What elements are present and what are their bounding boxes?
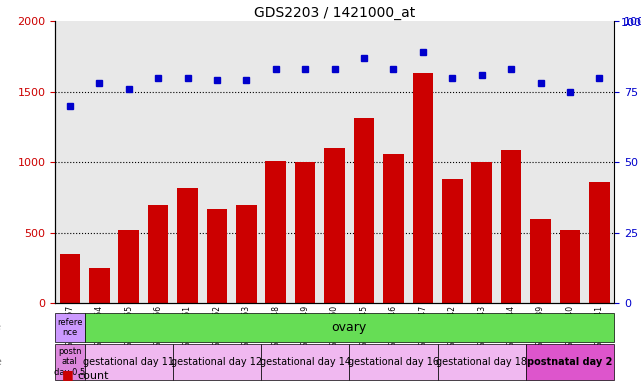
Bar <box>442 179 463 303</box>
Bar <box>560 230 580 303</box>
Text: age: age <box>0 357 2 367</box>
Bar <box>173 344 261 380</box>
Text: ■: ■ <box>62 368 73 381</box>
Bar <box>438 344 526 380</box>
Bar <box>265 161 286 303</box>
Bar <box>85 344 173 380</box>
Bar <box>530 219 551 303</box>
Bar <box>413 73 433 303</box>
Bar <box>471 162 492 303</box>
Bar <box>55 344 85 380</box>
Bar <box>261 344 349 380</box>
Bar <box>526 344 614 380</box>
Bar <box>501 149 521 303</box>
Bar <box>177 188 198 303</box>
Bar <box>383 154 404 303</box>
Text: gestational day 12: gestational day 12 <box>171 357 263 367</box>
Bar <box>119 230 139 303</box>
Bar <box>349 344 438 380</box>
Bar <box>206 209 227 303</box>
Text: gestational day 14: gestational day 14 <box>260 357 351 367</box>
Text: gestational day 16: gestational day 16 <box>348 357 439 367</box>
Text: ovary: ovary <box>331 321 367 334</box>
Bar <box>148 205 169 303</box>
Text: ■: ■ <box>62 381 73 384</box>
Bar <box>324 148 345 303</box>
Text: count: count <box>78 371 109 381</box>
Text: postn
atal
day 0.5: postn atal day 0.5 <box>54 347 85 377</box>
Text: gestational day 18: gestational day 18 <box>436 357 527 367</box>
Bar <box>354 119 374 303</box>
Bar <box>60 254 80 303</box>
Bar <box>89 268 110 303</box>
Text: tissue: tissue <box>0 322 2 333</box>
Bar <box>295 162 315 303</box>
Title: GDS2203 / 1421000_at: GDS2203 / 1421000_at <box>254 6 415 20</box>
Text: gestational day 11: gestational day 11 <box>83 357 174 367</box>
Y-axis label: 100%: 100% <box>620 18 641 28</box>
Bar <box>55 313 85 342</box>
Bar <box>236 205 256 303</box>
Text: refere
nce: refere nce <box>57 318 83 337</box>
Bar <box>589 182 610 303</box>
Text: postnatal day 2: postnatal day 2 <box>528 357 613 367</box>
